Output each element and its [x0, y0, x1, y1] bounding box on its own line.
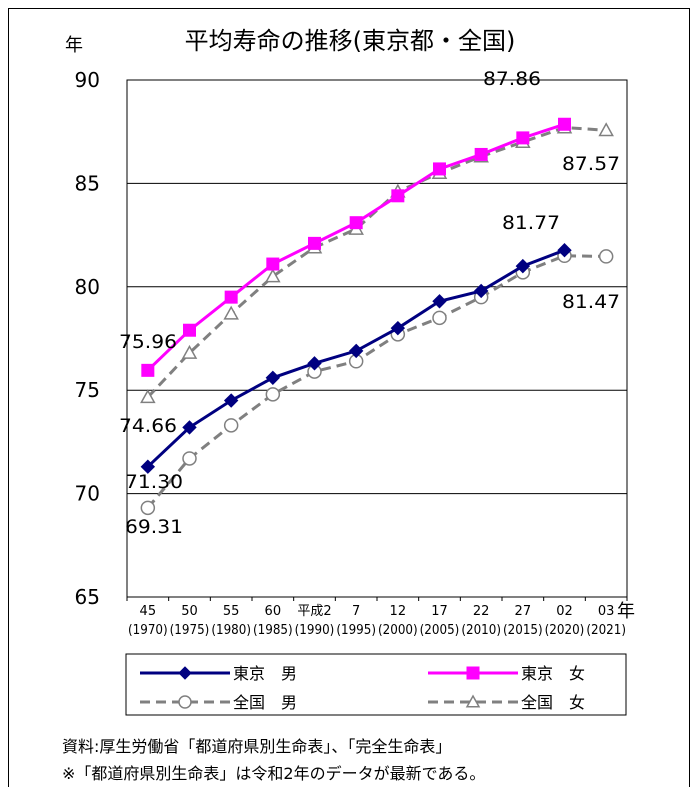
circle-marker — [182, 451, 197, 466]
square-marker — [141, 363, 155, 377]
diamond-marker — [348, 343, 364, 359]
series-1 — [141, 117, 571, 377]
y-tick-label: 90 — [75, 68, 100, 92]
source-note: 資料:厚生労働省「都道府県別生命表」、「完全生命表」 — [62, 737, 452, 756]
circle-marker — [178, 695, 192, 709]
circle-marker — [598, 249, 614, 264]
square-marker — [433, 162, 446, 176]
x-tick-label: 17 — [431, 604, 448, 619]
x-tick-label: 03 — [598, 604, 615, 619]
x-tick-sublabel: (2021) — [586, 623, 626, 638]
legend-label: 東京 男 — [233, 664, 297, 683]
circle-marker — [265, 387, 281, 402]
series-3 — [140, 119, 614, 404]
data-label: 81.77 — [502, 212, 560, 234]
triangle-marker — [223, 305, 239, 320]
x-axis-unit: 年 — [617, 601, 635, 622]
series-line — [146, 254, 607, 509]
square-marker — [308, 236, 321, 250]
square-marker — [183, 323, 196, 337]
data-label: 75.96 — [119, 331, 177, 353]
diamond-marker — [390, 320, 406, 336]
square-marker — [466, 666, 480, 680]
diamond-marker — [473, 283, 489, 299]
legend-entry: 東京 女 — [428, 664, 585, 683]
triangle-marker — [265, 268, 281, 283]
x-tick-sublabel: (2000) — [378, 623, 418, 638]
diamond-marker — [223, 393, 239, 408]
diamond-marker — [515, 258, 531, 274]
data-label: 69.31 — [125, 516, 183, 538]
diamond-marker — [307, 356, 322, 371]
y-tick-label: 85 — [75, 171, 100, 195]
triangle-marker — [465, 694, 481, 708]
legend-label: 全国 男 — [233, 693, 297, 712]
x-tick-label: 02 — [556, 604, 573, 619]
chart-frame — [8, 8, 690, 787]
x-tick-sublabel: (2005) — [420, 623, 460, 638]
x-tick-label: 22 — [473, 604, 490, 619]
x-tick-label: 60 — [265, 604, 282, 619]
triangle-marker — [598, 122, 614, 137]
square-marker — [266, 257, 280, 271]
footnote: ※「都道府県別生命表」は令和2年のデータが最新である。 — [62, 764, 486, 783]
data-label: 74.66 — [119, 415, 177, 437]
diamond-marker — [432, 294, 447, 309]
legend-entry: 全国 女 — [428, 693, 585, 712]
x-tick-sublabel: (2020) — [545, 623, 585, 638]
legend-entry: 東京 男 — [140, 664, 297, 683]
chart-title: 平均寿命の推移(東京都・全国) — [185, 27, 516, 55]
circle-marker — [223, 418, 239, 433]
legend-label: 東京 女 — [521, 664, 585, 683]
diamond-marker — [182, 420, 197, 435]
x-tick-label: 27 — [515, 604, 532, 619]
diamond-marker — [140, 459, 156, 474]
circle-marker — [432, 310, 447, 326]
y-axis-unit: 年 — [65, 35, 83, 56]
legend-entry: 全国 男 — [140, 693, 297, 712]
legend-label: 全国 女 — [521, 693, 585, 712]
square-marker — [474, 147, 488, 161]
diamond-marker — [178, 666, 192, 680]
y-tick-label: 75 — [75, 378, 100, 402]
legend — [125, 653, 627, 716]
x-tick-sublabel: (1990) — [295, 623, 335, 638]
data-label: 87.57 — [562, 153, 620, 175]
series-line — [146, 126, 607, 399]
data-label: 87.86 — [483, 68, 541, 90]
square-marker — [558, 117, 571, 131]
x-tick-label: 45 — [140, 604, 157, 619]
circle-marker — [140, 500, 156, 516]
square-marker — [224, 290, 238, 304]
data-label: 71.30 — [125, 471, 183, 493]
series-2 — [140, 248, 614, 516]
y-tick-label: 80 — [75, 275, 100, 299]
triangle-marker — [140, 389, 156, 404]
diamond-marker — [557, 242, 572, 258]
x-tick-label: 55 — [223, 604, 240, 619]
data-label: 81.47 — [562, 291, 620, 313]
x-tick-sublabel: (1970) — [128, 623, 168, 638]
series-0 — [140, 242, 572, 474]
x-tick-label: 12 — [390, 604, 407, 619]
y-tick-label: 70 — [75, 482, 100, 506]
x-tick-label: 7 — [352, 604, 360, 619]
x-tick-sublabel: (1985) — [253, 623, 293, 638]
x-tick-label: 50 — [181, 604, 198, 619]
diamond-marker — [265, 370, 281, 385]
square-marker — [349, 216, 363, 230]
y-tick-label: 65 — [75, 585, 100, 609]
x-tick-sublabel: (1995) — [336, 623, 376, 638]
square-marker — [391, 189, 405, 203]
x-tick-sublabel: (1975) — [170, 623, 210, 638]
x-tick-sublabel: (2010) — [461, 623, 501, 638]
x-tick-label: 平成2 — [297, 604, 331, 619]
triangle-marker — [181, 344, 198, 359]
square-marker — [516, 131, 530, 145]
x-tick-sublabel: (2015) — [503, 623, 543, 638]
x-tick-sublabel: (1980) — [211, 623, 251, 638]
